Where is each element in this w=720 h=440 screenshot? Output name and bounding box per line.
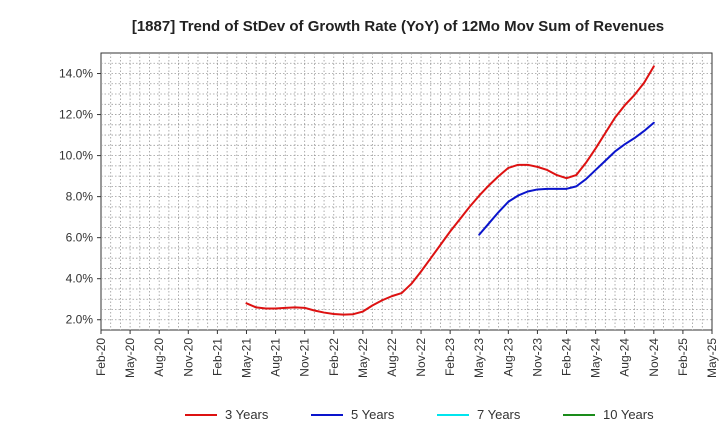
legend-label-10-years: 10 Years bbox=[603, 407, 654, 422]
y-axis: 2.0% 4.0% 6.0% 8.0% 10.0% 12.0% 14.0% bbox=[59, 67, 101, 327]
plot-area bbox=[100, 52, 713, 331]
y-tick-label: 6.0% bbox=[66, 231, 94, 245]
x-tick-label: May-24 bbox=[589, 338, 603, 378]
x-tick-label: Aug-24 bbox=[618, 338, 632, 377]
legend-label-5-years: 5 Years bbox=[351, 407, 395, 422]
x-tick-label: Feb-24 bbox=[560, 338, 574, 376]
legend-label-7-years: 7 Years bbox=[477, 407, 521, 422]
legend-label-3-years: 3 Years bbox=[225, 407, 269, 422]
x-tick-label: Nov-23 bbox=[530, 338, 544, 377]
x-tick-label: May-25 bbox=[705, 338, 719, 378]
x-tick-label: Feb-23 bbox=[443, 338, 457, 376]
x-tick-label: Feb-21 bbox=[210, 338, 224, 376]
x-tick-label: May-23 bbox=[472, 338, 486, 378]
y-tick-label: 8.0% bbox=[66, 190, 94, 204]
y-tick-label: 2.0% bbox=[66, 313, 94, 327]
x-tick-label: May-20 bbox=[123, 338, 137, 378]
x-tick-label: Aug-21 bbox=[269, 338, 283, 377]
x-tick-label: Nov-24 bbox=[647, 338, 661, 377]
x-tick-label: Aug-23 bbox=[501, 338, 515, 377]
y-tick-label: 12.0% bbox=[59, 108, 93, 122]
x-tick-label: Aug-20 bbox=[152, 338, 166, 377]
x-tick-label: Nov-20 bbox=[181, 338, 195, 377]
x-tick-label: Feb-25 bbox=[676, 338, 690, 376]
x-tick-label: May-21 bbox=[239, 338, 253, 378]
series-line-5-years bbox=[478, 121, 655, 236]
series-line-3-years bbox=[245, 65, 655, 316]
x-tick-label: Nov-22 bbox=[414, 338, 428, 377]
x-tick-label: Feb-22 bbox=[327, 338, 341, 376]
x-tick-label: Nov-21 bbox=[298, 338, 312, 377]
grid-layer bbox=[101, 53, 712, 330]
x-tick-label: Aug-22 bbox=[385, 338, 399, 377]
legend: 3 Years 5 Years 7 Years 10 Years bbox=[185, 407, 654, 422]
series-layer bbox=[245, 65, 655, 316]
y-tick-label: 10.0% bbox=[59, 149, 93, 163]
chart-title: [1887] Trend of StDev of Growth Rate (Yo… bbox=[132, 18, 664, 35]
x-tick-label: Feb-20 bbox=[94, 338, 108, 376]
y-tick-label: 4.0% bbox=[66, 272, 94, 286]
x-tick-label: May-22 bbox=[356, 338, 370, 378]
y-tick-label: 14.0% bbox=[59, 67, 93, 81]
x-axis: Feb-20 May-20 Aug-20 Nov-20 Feb-21 May-21 Aug-… bbox=[94, 330, 719, 378]
